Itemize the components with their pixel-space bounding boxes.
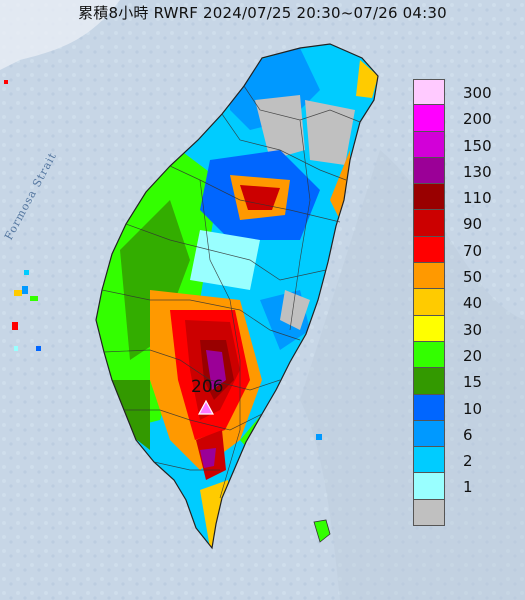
legend-swatch: [413, 105, 445, 132]
legend-item: 70: [413, 236, 511, 264]
legend-swatch: [413, 210, 445, 237]
legend-item: [413, 499, 511, 527]
legend-swatch: [413, 263, 445, 290]
legend-swatch: [413, 420, 445, 448]
legend-label: 30: [463, 320, 483, 339]
legend-swatch: [413, 368, 445, 395]
legend-label: 1: [463, 478, 473, 497]
legend-item: 150: [413, 131, 511, 158]
legend-item: 30: [413, 315, 511, 342]
map-title: 累積8小時 RWRF 2024/07/25 20:30~07/26 04:30: [78, 4, 447, 22]
green-island: [316, 434, 322, 440]
legend-swatch: [413, 184, 445, 211]
legend-label: 10: [463, 399, 483, 418]
peak-value-label: 206: [191, 377, 224, 397]
legend-swatch: [413, 236, 445, 264]
legend-label: 15: [463, 373, 483, 392]
legend-item: 300: [413, 79, 511, 106]
cloud-patch: [0, 0, 120, 70]
legend-swatch: [413, 79, 445, 106]
legend-label: 300: [463, 84, 492, 102]
legend-label: 110: [463, 189, 492, 208]
offshore-echoes: [4, 80, 41, 351]
legend-label: 90: [463, 215, 483, 234]
legend-item: 2: [413, 447, 511, 474]
legend-item: 200: [413, 105, 511, 132]
legend-label: 70: [463, 241, 483, 260]
legend-label: 2: [463, 452, 473, 471]
legend-label: 50: [463, 268, 483, 287]
legend-swatch: [413, 131, 445, 158]
legend-swatch: [413, 341, 445, 369]
legend-item: 10: [413, 394, 511, 421]
legend-swatch: [413, 315, 445, 342]
legend-item: 130: [413, 157, 511, 185]
legend-item: 50: [413, 263, 511, 290]
legend-swatch: [413, 289, 445, 316]
legend-label: 150: [463, 136, 492, 155]
legend-swatch: [413, 447, 445, 474]
legend-label: 6: [463, 425, 473, 444]
orchid-island: [313, 519, 331, 543]
legend-item: 110: [413, 184, 511, 211]
legend-swatch: [413, 394, 445, 421]
legend-label: 200: [463, 110, 492, 129]
legend-swatch: [413, 157, 445, 185]
legend-item: 15: [413, 368, 511, 395]
legend-label: 130: [463, 162, 492, 181]
legend-item: 1: [413, 473, 511, 500]
legend-label: 20: [463, 346, 483, 365]
legend-item: 40: [413, 289, 511, 316]
legend-swatch: [413, 499, 445, 527]
legend-item: 20: [413, 341, 511, 369]
county-boundaries: [101, 85, 361, 499]
peak-marker-icon: [197, 399, 215, 415]
legend-item: 90: [413, 210, 511, 237]
taiwan-outline: [95, 43, 379, 550]
legend-item: 6: [413, 420, 511, 448]
rainfall-legend: 300 200 150 130 110 90 70 50 40 30 20 15 10 6 2 1: [413, 79, 511, 527]
legend-label: 40: [463, 294, 483, 313]
legend-swatch: [413, 473, 445, 500]
